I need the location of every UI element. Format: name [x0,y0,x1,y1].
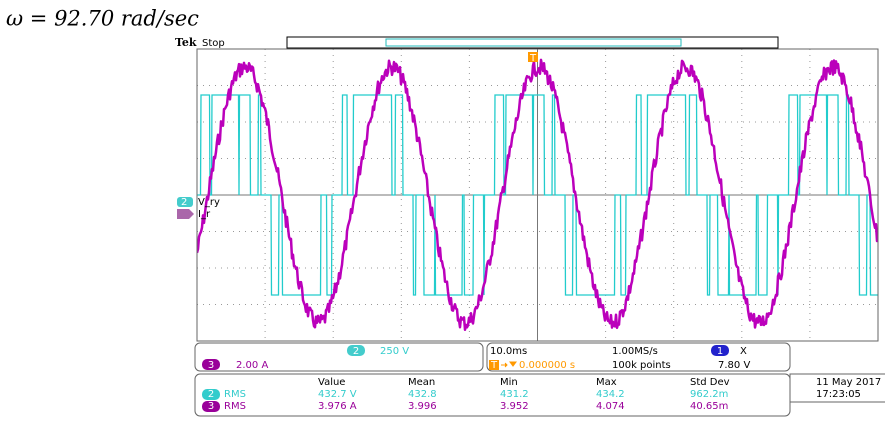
trigger-level: 7.80 V [718,360,750,371]
measure-value: 431.2 [500,389,529,400]
measure-value: 40.65m [690,401,728,412]
measure-value: 3.952 [500,401,529,412]
measure-value: 432.8 [408,389,437,400]
status: Stop [202,38,225,49]
trigger-position: 0.000000 s [519,360,575,371]
scope-screen: ω = 92.70 rad/sec Tek Stop T 2 V_ry I_r … [0,0,885,423]
brand: Tek [175,36,197,49]
measure-value: 3.976 A [318,401,357,412]
ch3-marker [177,209,194,219]
ch2-label: V_ry [198,197,220,208]
sample-rate: 1.00MS/s [612,346,658,357]
trigger-symbol: X [740,346,747,357]
column-header: Mean [408,377,435,388]
channel-number: 3 [208,401,214,412]
page: ω = 92.70 rad/sec Tek Stop T 2 V_ry I_r … [0,0,885,423]
trigger-marker: T [490,360,498,371]
title: ω = 92.70 rad/sec [6,7,199,31]
ch3-scale: 2.00 A [236,360,268,371]
column-header: Min [500,377,518,388]
measure-value: 4.074 [596,401,625,412]
column-header: Max [596,377,617,388]
time: 17:23:05 [816,389,861,400]
measure-value: 434.2 [596,389,625,400]
measure-value: 962.2m [690,389,728,400]
column-header: Value [318,377,345,388]
ch2-number: 2 [181,197,187,208]
column-header: Std Dev [690,377,730,388]
ch2-number: 2 [353,346,359,357]
measure-value: 3.996 [408,401,437,412]
date: 11 May 2017 [816,377,881,388]
trigger-channel: 1 [717,346,723,357]
measure-type: RMS [224,389,246,400]
ch2-scale: 250 V [380,346,409,357]
ch3-number: 3 [208,360,214,371]
channel-number: 2 [208,389,214,400]
record-length: 100k points [612,360,671,371]
measure-value: 432.7 V [318,389,357,400]
ch3-label: I_r [198,209,211,220]
timebase: 10.0ms [490,346,527,357]
trigger-marker: T [529,53,537,64]
measure-type: RMS [224,401,246,412]
